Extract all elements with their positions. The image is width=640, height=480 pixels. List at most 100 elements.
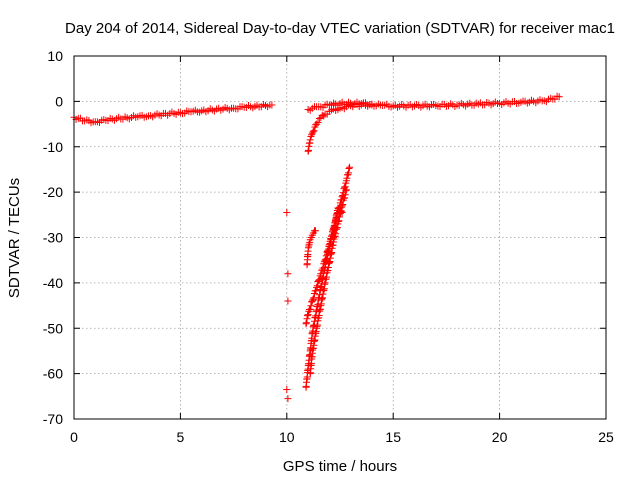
data-point-steep-recovery	[316, 305, 324, 313]
data-point-steep-recovery	[306, 305, 314, 313]
data-point-steep-recovery	[309, 295, 317, 303]
x-tick-label: 0	[70, 429, 78, 445]
data-point-steep-recovery	[308, 297, 316, 305]
data-point-steep-recovery	[342, 187, 350, 195]
data-point-steep-recovery	[304, 251, 312, 258]
data-points	[70, 92, 563, 403]
data-point-recovery-upper	[306, 139, 314, 147]
data-point-steep-recovery	[337, 207, 345, 215]
data-point-baseline-early	[164, 111, 172, 119]
data-point-recovery-upper	[366, 101, 374, 109]
y-tick-label: -60	[43, 366, 63, 382]
x-tick-label: 20	[492, 429, 508, 445]
data-point-recovery-upper	[334, 101, 342, 109]
data-point-steep-recovery	[345, 165, 353, 172]
x-tick-label: 10	[279, 429, 295, 445]
chart-title: Day 204 of 2014, Sidereal Day-to-day VTE…	[65, 20, 615, 37]
data-point-recovery-upper	[536, 96, 544, 104]
data-point-recovery-upper	[313, 120, 321, 128]
data-point-recovery-upper	[515, 99, 523, 107]
data-point-steep-recovery	[324, 246, 332, 254]
data-point-baseline-early	[100, 116, 108, 124]
data-point-outliers	[284, 270, 292, 278]
data-point-steep-recovery	[324, 247, 331, 255]
data-point-steep-recovery	[322, 252, 330, 260]
data-point-steep-recovery	[342, 186, 350, 194]
data-point-recovery-upper	[547, 94, 555, 102]
data-point-baseline-early	[266, 101, 274, 109]
data-point-recovery-upper	[318, 111, 326, 119]
data-point-baseline-early	[217, 106, 225, 114]
data-point-recovery-upper	[398, 101, 406, 108]
data-point-steep-recovery	[341, 191, 349, 199]
data-point-steep-recovery	[342, 179, 350, 187]
x-tick-label: 5	[177, 429, 185, 445]
data-point-steep-recovery	[346, 163, 354, 171]
data-point-outliers	[284, 395, 292, 403]
data-point-recovery-upper	[323, 110, 331, 118]
data-point-baseline-early	[174, 108, 182, 116]
data-point-steep-recovery	[304, 312, 311, 320]
data-point-steep-recovery	[332, 217, 339, 225]
data-point-steep-recovery	[316, 272, 324, 280]
data-point-baseline-early	[259, 100, 267, 108]
data-point-recovery-upper	[387, 103, 395, 111]
data-point-steep-recovery	[319, 264, 327, 272]
x-tick-label: 15	[385, 429, 401, 445]
y-tick-label: 10	[47, 48, 63, 64]
data-point-baseline-early	[249, 104, 257, 112]
data-point-steep-recovery	[310, 294, 318, 302]
data-point-outliers	[283, 386, 291, 393]
grid	[74, 56, 606, 419]
y-tick-label: -70	[43, 411, 63, 427]
data-point-baseline-early	[238, 103, 246, 111]
data-point-baseline-early	[121, 113, 129, 121]
data-point-recovery-upper	[310, 127, 318, 135]
data-point-steep-recovery	[338, 209, 346, 216]
data-point-baseline-early	[196, 108, 204, 116]
data-point-recovery-upper	[314, 119, 322, 126]
data-point-baseline-early	[153, 110, 161, 118]
data-point-recovery-upper	[307, 133, 315, 140]
data-point-baseline-early	[142, 113, 150, 121]
data-point-steep-recovery	[315, 276, 323, 284]
data-point-recovery-upper	[553, 92, 561, 100]
data-point-baseline-early	[132, 113, 140, 121]
data-point-steep-recovery	[306, 238, 314, 246]
data-point-steep-recovery	[313, 283, 321, 291]
data-point-steep-recovery	[315, 276, 323, 284]
data-point-baseline-early	[110, 116, 118, 124]
y-tick-label: -40	[43, 275, 63, 291]
data-point-recovery-upper	[355, 100, 363, 108]
data-point-recovery-upper	[323, 100, 331, 108]
data-point-steep-recovery	[321, 280, 329, 288]
data-point-steep-recovery	[312, 227, 319, 235]
data-point-steep-recovery	[321, 256, 329, 264]
data-point-steep-recovery	[332, 230, 340, 238]
data-point-recovery-upper	[308, 131, 316, 139]
data-point-recovery-upper	[494, 100, 501, 107]
data-point-recovery-upper	[309, 128, 317, 136]
data-point-steep-recovery	[312, 327, 320, 335]
data-point-steep-recovery	[314, 278, 322, 285]
data-point-recovery-upper	[451, 103, 459, 110]
data-point-outliers	[283, 209, 291, 216]
data-point-outliers	[284, 297, 292, 305]
data-point-steep-recovery	[322, 255, 330, 263]
x-axis-title: GPS time / hours	[283, 458, 397, 475]
y-axis-title: SDTVAR / TECUs	[6, 178, 23, 298]
data-point-steep-recovery	[308, 353, 316, 361]
x-tick-label: 25	[598, 429, 614, 445]
data-point-steep-recovery	[341, 183, 349, 191]
data-point-recovery-upper	[306, 106, 314, 114]
data-point-recovery-upper	[430, 100, 438, 108]
data-point-steep-recovery	[304, 311, 312, 319]
data-point-steep-recovery	[307, 302, 315, 310]
data-point-recovery-upper	[315, 115, 323, 122]
data-point-steep-recovery	[329, 241, 337, 249]
data-point-recovery-upper	[408, 103, 416, 111]
data-point-steep-recovery	[316, 286, 324, 293]
data-point-baseline-early	[206, 105, 214, 113]
